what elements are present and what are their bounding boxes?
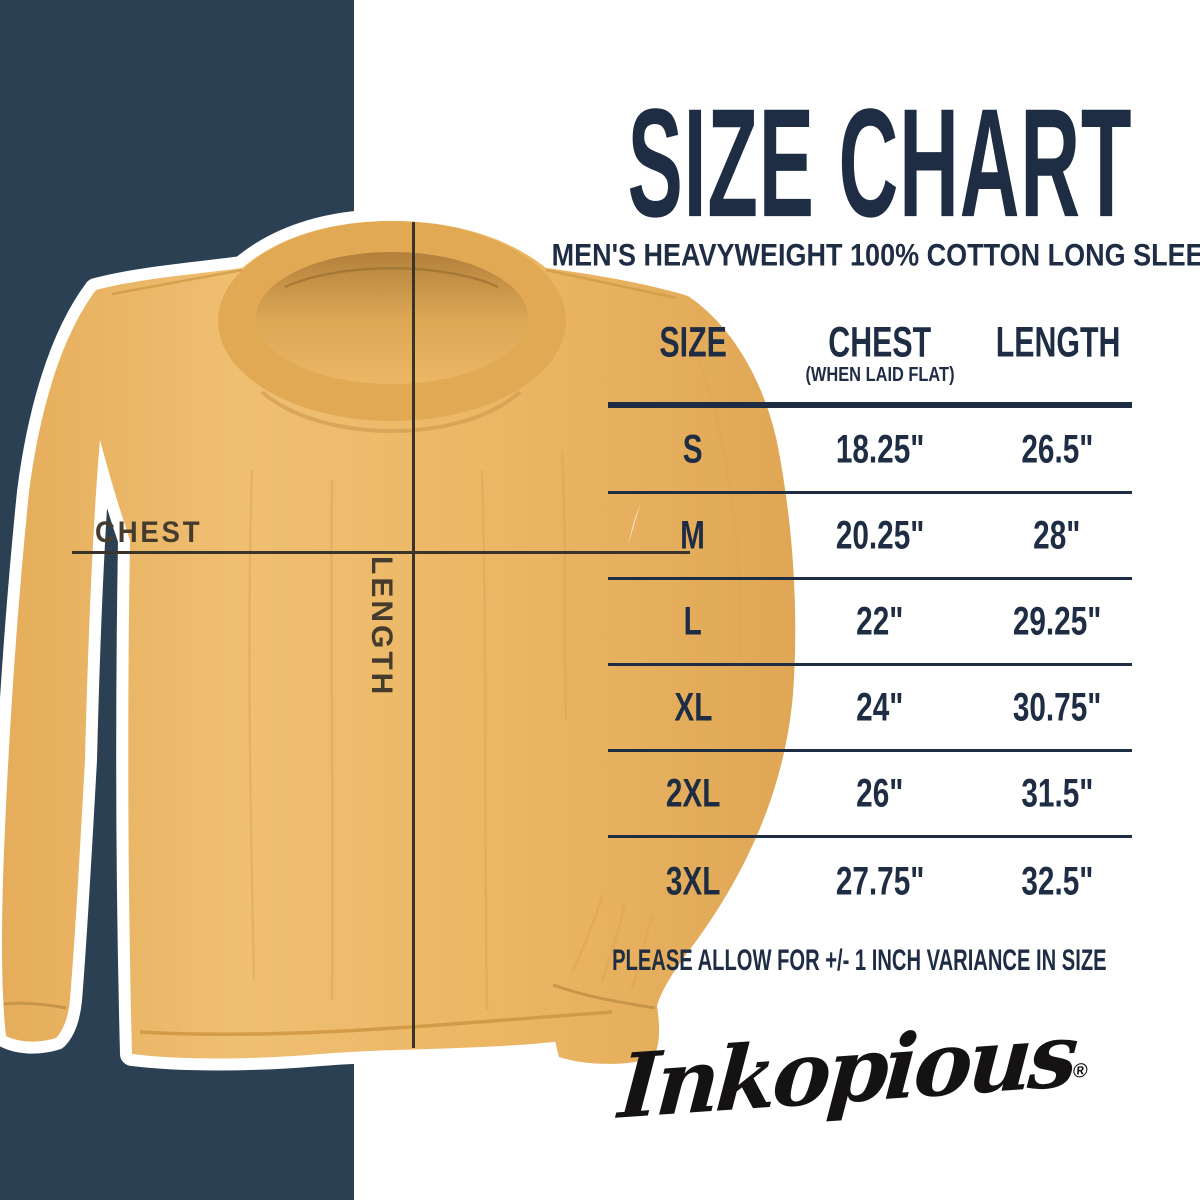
column-header-chest: CHEST (WHEN LAID FLAT)	[778, 316, 982, 396]
size-chart-panel: SIZE CHART MEN'S HEAVYWEIGHT 100% COTTON…	[545, 0, 1200, 1200]
chest-subnote: (WHEN LAID FLAT)	[805, 364, 955, 386]
product-subtitle: MEN'S HEAVYWEIGHT 100% COTTON LONG SLEEV…	[551, 238, 1200, 273]
size-table: SIZE CHEST (WHEN LAID FLAT) LENGTH S 18.…	[608, 316, 1132, 926]
chest-cell: 20.25"	[835, 512, 925, 558]
chest-cell: 18.25"	[835, 426, 925, 472]
table-row: L 22" 29.25"	[608, 580, 1132, 666]
brand-logo-text: Inkopious	[615, 1002, 1078, 1139]
size-cell: 3XL	[665, 859, 721, 904]
length-cell: 32.5"	[1020, 859, 1094, 904]
shirt-silhouette	[0, 209, 808, 1076]
length-cell: 31.5"	[1020, 770, 1094, 816]
length-measure-label: LENGTH	[365, 556, 398, 698]
fabric-wrinkles	[248, 361, 742, 1011]
table-row: S 18.25" 26.5"	[608, 408, 1132, 494]
table-row: XL 24" 30.75"	[608, 666, 1132, 752]
chest-cell: 26"	[856, 770, 904, 816]
length-measure-line	[412, 222, 415, 1048]
length-cell: 30.75"	[1012, 684, 1102, 730]
page-title: SIZE CHART	[627, 76, 1133, 250]
hem-seam	[139, 1010, 613, 1037]
column-header-length: LENGTH	[995, 318, 1121, 366]
length-cell: 26.5"	[1020, 426, 1094, 472]
column-header-size: SIZE	[659, 318, 727, 366]
chest-measure-line	[72, 551, 690, 554]
registered-trademark-icon: ®	[1072, 1059, 1089, 1083]
table-header-rule	[608, 402, 1132, 408]
left-cuff-seam	[3, 1001, 67, 1010]
right-cuff-seam	[552, 983, 656, 1010]
length-cell: 28"	[1033, 512, 1081, 558]
variance-note: PLEASE ALLOW FOR +/- 1 INCH VARIANCE IN …	[612, 944, 1107, 977]
table-row: 3XL 27.75" 32.5"	[608, 838, 1132, 926]
size-cell: M	[680, 512, 706, 558]
size-cell: L	[683, 598, 703, 644]
size-cell: 2XL	[665, 770, 721, 816]
shoulder-seams	[111, 268, 677, 300]
size-cell: S	[683, 426, 703, 472]
table-row: M 20.25" 28"	[608, 494, 1132, 580]
chest-cell: 24"	[856, 684, 904, 730]
chest-cell: 22"	[856, 598, 904, 644]
table-row: 2XL 26" 31.5"	[608, 752, 1132, 838]
size-table-header: SIZE CHEST (WHEN LAID FLAT) LENGTH	[608, 316, 1132, 396]
collar	[218, 221, 566, 433]
chest-measure-label: CHEST	[95, 516, 203, 549]
size-cell: XL	[673, 684, 713, 730]
length-cell: 29.25"	[1012, 598, 1102, 644]
brand-logo: Inkopious®	[545, 996, 1163, 1143]
chest-cell: 27.75"	[835, 859, 925, 904]
shirt-illustration	[0, 209, 808, 1076]
